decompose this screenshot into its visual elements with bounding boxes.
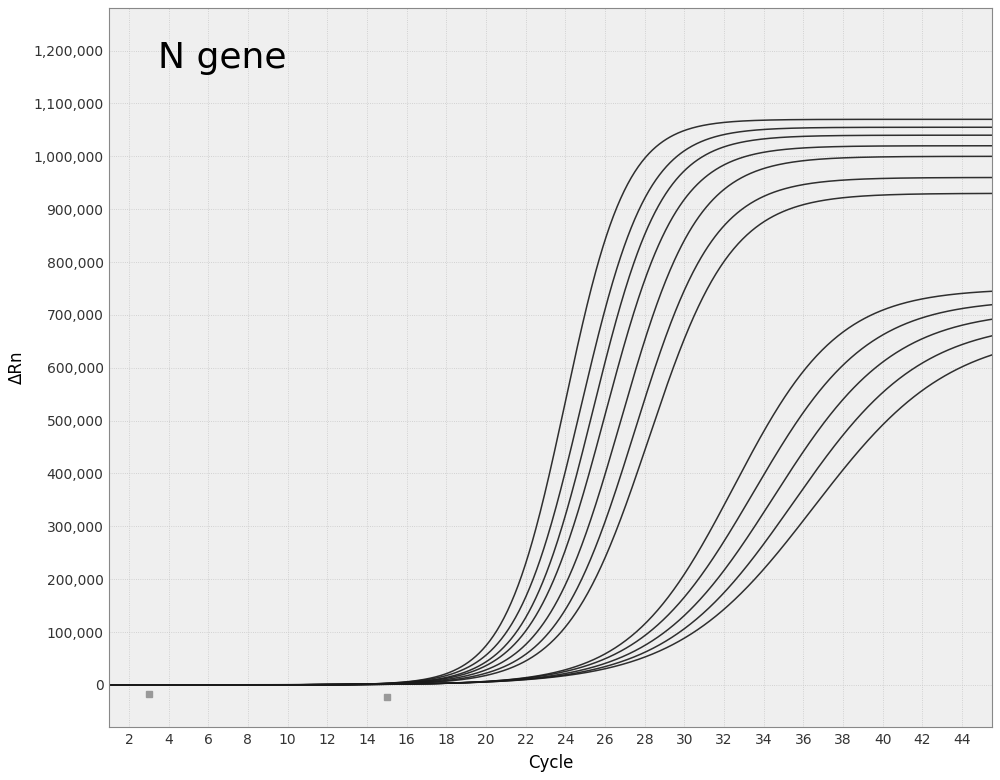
Y-axis label: ΔRn: ΔRn	[8, 351, 26, 385]
X-axis label: Cycle: Cycle	[528, 753, 573, 771]
Text: N gene: N gene	[158, 41, 286, 75]
